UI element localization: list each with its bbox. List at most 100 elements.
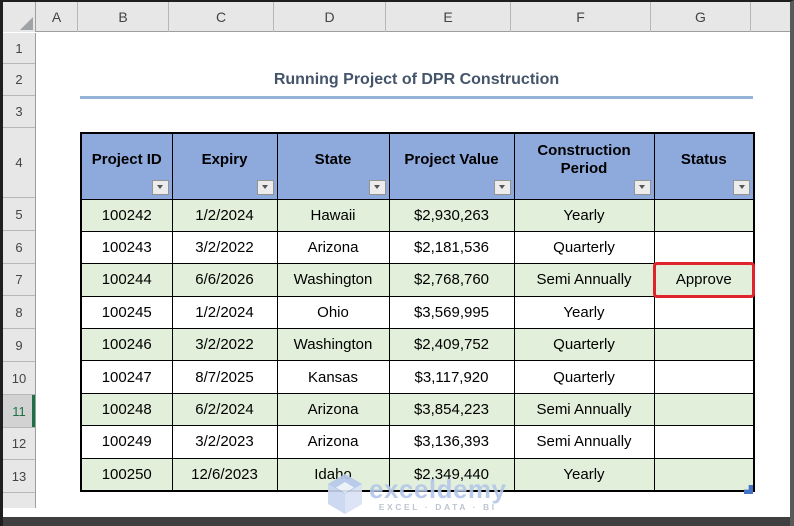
column-header-F[interactable]: F xyxy=(511,2,651,32)
projects-table: Project ID Expiry State Project Value Constr… xyxy=(80,132,755,492)
table-cell[interactable]: $2,409,752 xyxy=(388,328,515,362)
table-cell[interactable]: Hawaii xyxy=(276,198,390,232)
table-cell[interactable]: 100245 xyxy=(80,295,173,330)
row-header-7[interactable]: 7 xyxy=(3,264,35,296)
table-cell[interactable]: Arizona xyxy=(276,425,390,459)
table-cell[interactable]: Kansas xyxy=(276,360,390,394)
table-cell[interactable]: Washington xyxy=(276,263,390,297)
table-cell[interactable] xyxy=(653,198,755,232)
table-cell[interactable]: 1/2/2024 xyxy=(171,295,278,330)
table-cell[interactable]: Idaho xyxy=(276,457,390,492)
table-cell[interactable]: 8/7/2025 xyxy=(171,360,278,394)
row-header-partial xyxy=(3,493,35,508)
row-header-6[interactable]: 6 xyxy=(3,231,35,264)
table-cell[interactable] xyxy=(653,328,755,362)
table-cell[interactable]: 100244 xyxy=(80,263,173,297)
filter-dropdown-button[interactable] xyxy=(493,179,511,195)
row-header-5[interactable]: 5 xyxy=(3,198,35,231)
filter-dropdown-button[interactable] xyxy=(633,179,651,195)
table-cell[interactable]: Yearly xyxy=(513,198,655,232)
table-cell[interactable]: $3,136,393 xyxy=(388,425,515,459)
column-header-A[interactable]: A xyxy=(36,2,78,32)
chevron-down-icon xyxy=(262,185,268,189)
table-header-project-value: Project Value xyxy=(388,132,515,200)
table-header-label: Expiry xyxy=(201,150,248,168)
row-header-11[interactable]: 11 xyxy=(3,395,35,428)
chevron-down-icon xyxy=(374,185,380,189)
table-cell[interactable]: 6/6/2026 xyxy=(171,263,278,297)
table-cell[interactable] xyxy=(653,392,755,427)
table-cell[interactable]: Washington xyxy=(276,328,390,362)
table-header-label: State xyxy=(314,150,352,168)
filter-dropdown-button[interactable] xyxy=(733,179,750,195)
table-cell[interactable] xyxy=(653,295,755,330)
column-header-D[interactable]: D xyxy=(274,2,386,32)
row-header-8[interactable]: 8 xyxy=(3,296,35,329)
table-cell[interactable] xyxy=(653,425,755,459)
table-cell[interactable]: 100248 xyxy=(80,392,173,427)
row-header-13[interactable]: 13 xyxy=(3,460,35,493)
table-cell[interactable]: 100243 xyxy=(80,230,173,265)
table-cell[interactable] xyxy=(653,230,755,265)
table-cell[interactable] xyxy=(653,457,755,492)
table-cell[interactable]: 6/2/2024 xyxy=(171,392,278,427)
table-cell[interactable]: Arizona xyxy=(276,392,390,427)
highlight-ring xyxy=(652,262,755,298)
table-cell[interactable]: 100242 xyxy=(80,198,173,232)
row-header-4[interactable]: 4 xyxy=(3,128,35,198)
table-cell[interactable]: 3/2/2023 xyxy=(171,425,278,459)
table-cell[interactable]: 3/2/2022 xyxy=(171,328,278,362)
table-cell[interactable]: $2,349,440 xyxy=(388,457,515,492)
table-row: 100242 1/2/2024 Hawaii $2,930,263 Yearly xyxy=(80,198,755,232)
table-cell[interactable] xyxy=(653,360,755,394)
table-cell[interactable]: Semi Annually xyxy=(513,263,655,297)
table-cell[interactable]: 1/2/2024 xyxy=(171,198,278,232)
column-header-G[interactable]: G xyxy=(651,2,751,32)
column-header-B[interactable]: B xyxy=(78,2,169,32)
table-cell[interactable]: $2,768,760 xyxy=(388,263,515,297)
table-cell[interactable]: $3,854,223 xyxy=(388,392,515,427)
status-approve-cell[interactable]: Approve xyxy=(652,262,755,298)
table-cell[interactable]: Semi Annually xyxy=(513,392,655,427)
row-header-strip: 1 2 3 4 5 6 7 8 9 10 11 12 13 xyxy=(3,33,36,508)
chevron-down-icon xyxy=(639,185,645,189)
table-cell[interactable]: 12/6/2023 xyxy=(171,457,278,492)
row-header-1[interactable]: 1 xyxy=(3,33,35,64)
table-cell[interactable]: Ohio xyxy=(276,295,390,330)
column-header-E[interactable]: E xyxy=(386,2,511,32)
table-cell[interactable]: 100247 xyxy=(80,360,173,394)
table-body: 100242 1/2/2024 Hawaii $2,930,263 Yearly 1002… xyxy=(80,198,755,492)
table-cell[interactable]: Yearly xyxy=(513,295,655,330)
table-header-row: Project ID Expiry State Project Value Constr… xyxy=(80,132,755,200)
table-cell[interactable]: $2,930,263 xyxy=(388,198,515,232)
column-header-C[interactable]: C xyxy=(169,2,274,32)
table-cell[interactable]: Yearly xyxy=(513,457,655,492)
table-cell[interactable]: $3,569,995 xyxy=(388,295,515,330)
table-cell[interactable]: 3/2/2022 xyxy=(171,230,278,265)
select-all-corner[interactable] xyxy=(3,2,36,32)
table-header-status: Status xyxy=(653,132,755,200)
row-header-12[interactable]: 12 xyxy=(3,428,35,460)
table-cell[interactable]: 100250 xyxy=(80,457,173,492)
table-header-label: Status xyxy=(680,150,727,168)
table-cell[interactable]: 100246 xyxy=(80,328,173,362)
table-cell[interactable]: Semi Annually xyxy=(513,425,655,459)
table-cell[interactable]: Quarterly xyxy=(513,328,655,362)
filter-dropdown-button[interactable] xyxy=(368,179,386,195)
row-header-2[interactable]: 2 xyxy=(3,64,35,96)
table-cell[interactable]: $3,117,920 xyxy=(388,360,515,394)
filter-dropdown-button[interactable] xyxy=(256,179,274,195)
table-cell[interactable]: Arizona xyxy=(276,230,390,265)
table-cell[interactable]: Quarterly xyxy=(513,360,655,394)
filter-dropdown-button[interactable] xyxy=(151,179,169,195)
table-cell[interactable]: $2,181,536 xyxy=(388,230,515,265)
table-cell[interactable]: 100249 xyxy=(80,425,173,459)
row-header-3[interactable]: 3 xyxy=(3,96,35,128)
table-cell[interactable]: Quarterly xyxy=(513,230,655,265)
row-header-9[interactable]: 9 xyxy=(3,329,35,362)
row-header-10[interactable]: 10 xyxy=(3,362,35,395)
table-header-expiry: Expiry xyxy=(171,132,278,200)
watermark-tagline: EXCEL · DATA · BI xyxy=(378,501,497,512)
